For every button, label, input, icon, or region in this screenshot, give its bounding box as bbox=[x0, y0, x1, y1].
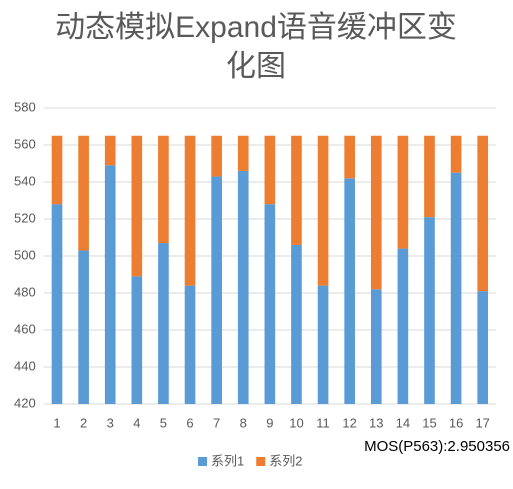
legend-label: 系列1 bbox=[211, 453, 244, 468]
bar-segment bbox=[131, 135, 143, 277]
y-tick-label: 420 bbox=[14, 395, 36, 410]
x-tick-label: 11 bbox=[316, 415, 330, 430]
bar-segment bbox=[264, 135, 276, 205]
bar-segment bbox=[344, 135, 355, 179]
bar-segment bbox=[211, 135, 222, 177]
bar-segment bbox=[131, 276, 143, 404]
y-tick-label: 440 bbox=[14, 358, 36, 373]
bar-segment bbox=[477, 291, 489, 404]
bar-segment bbox=[184, 135, 196, 286]
x-tick-label: 5 bbox=[160, 415, 167, 430]
bar-segment bbox=[317, 285, 329, 404]
bar-segment bbox=[344, 178, 355, 404]
bar-segment bbox=[78, 135, 89, 251]
x-tick-label: 16 bbox=[449, 415, 463, 430]
bar-segment bbox=[211, 176, 222, 404]
x-tick-label: 8 bbox=[240, 415, 247, 430]
x-tick-label: 2 bbox=[80, 415, 87, 430]
legend-label: 系列2 bbox=[269, 453, 302, 468]
bar-segment bbox=[184, 285, 196, 404]
bar-segment bbox=[397, 248, 409, 404]
x-tick-label: 13 bbox=[369, 415, 383, 430]
bar-segment bbox=[237, 170, 249, 404]
x-tick-label: 10 bbox=[289, 415, 303, 430]
bar-segment bbox=[370, 289, 382, 404]
x-tick-label: 17 bbox=[475, 415, 489, 430]
y-tick-label: 520 bbox=[14, 210, 36, 225]
bar-segment bbox=[158, 135, 169, 244]
x-tick-label: 6 bbox=[186, 415, 193, 430]
y-tick-label: 560 bbox=[14, 136, 36, 151]
bar-segment bbox=[317, 135, 329, 286]
bar-segment bbox=[104, 135, 116, 166]
annotation: MOS(P563):2.950356 bbox=[364, 438, 510, 455]
legend-swatch bbox=[256, 457, 266, 466]
bar-segment bbox=[237, 135, 249, 171]
bar-segment bbox=[424, 217, 435, 404]
x-tick-label: 1 bbox=[53, 415, 60, 430]
bar-segment bbox=[291, 135, 302, 245]
x-tick-label: 9 bbox=[266, 415, 273, 430]
y-tick-label: 480 bbox=[14, 284, 36, 299]
x-tick-label: 7 bbox=[213, 415, 220, 430]
legend-swatch bbox=[198, 457, 207, 466]
bar-segment bbox=[291, 244, 302, 404]
bar-segment bbox=[104, 165, 116, 404]
bar-segment bbox=[51, 135, 63, 205]
bar-segment bbox=[264, 204, 276, 404]
y-tick-label: 540 bbox=[14, 173, 36, 188]
x-tick-label: 4 bbox=[133, 415, 140, 430]
bar-segment bbox=[158, 243, 169, 404]
x-tick-label: 3 bbox=[107, 415, 114, 430]
bar-segment bbox=[397, 135, 409, 249]
bar-segment bbox=[477, 135, 489, 292]
bar-segment bbox=[450, 172, 462, 404]
y-tick-label: 500 bbox=[14, 247, 36, 262]
bar-segment bbox=[51, 204, 63, 404]
y-tick-label: 580 bbox=[14, 99, 36, 114]
x-tick-label: 14 bbox=[396, 415, 410, 430]
bar-segment bbox=[78, 250, 89, 404]
x-tick-label: 15 bbox=[422, 415, 436, 430]
x-tick-label: 12 bbox=[342, 415, 356, 430]
y-tick-label: 460 bbox=[14, 321, 36, 336]
bar-segment bbox=[450, 135, 462, 173]
chart-title: 动态模拟Expand语音缓冲区变化图 bbox=[55, 11, 457, 83]
bar-segment bbox=[424, 135, 435, 218]
bar-segment bbox=[370, 135, 382, 290]
